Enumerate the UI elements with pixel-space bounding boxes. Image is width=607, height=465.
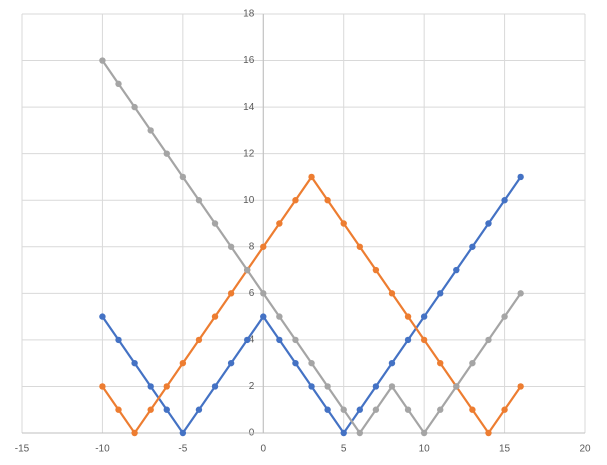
data-point xyxy=(99,313,106,320)
data-point xyxy=(163,383,170,390)
data-point xyxy=(227,243,235,250)
data-point xyxy=(340,429,347,437)
data-point xyxy=(308,383,315,390)
x-tick-label: 0 xyxy=(261,444,267,455)
data-point xyxy=(211,220,219,227)
data-point xyxy=(260,243,267,250)
data-point xyxy=(260,290,267,297)
data-point xyxy=(115,336,122,344)
data-point xyxy=(292,336,299,344)
x-tick-label: 5 xyxy=(341,444,347,455)
y-tick-label: 10 xyxy=(243,195,255,206)
data-point xyxy=(501,313,508,320)
y-tick-label: 18 xyxy=(243,9,255,20)
data-point xyxy=(501,197,508,204)
data-point xyxy=(404,336,412,344)
data-point xyxy=(179,359,187,367)
data-point xyxy=(388,290,396,297)
data-point xyxy=(469,359,476,367)
data-point xyxy=(99,57,106,64)
data-point xyxy=(195,406,203,413)
data-point xyxy=(211,313,219,320)
data-point xyxy=(388,359,396,367)
data-point xyxy=(195,197,203,204)
data-point xyxy=(292,359,299,367)
data-point xyxy=(292,197,299,204)
series-line xyxy=(101,176,522,435)
data-point xyxy=(147,383,154,390)
data-point xyxy=(324,406,331,413)
data-point xyxy=(227,359,235,367)
data-point xyxy=(99,383,106,390)
data-point xyxy=(469,243,476,250)
x-tick-label: 20 xyxy=(579,444,591,455)
x-tick-label: -5 xyxy=(178,444,187,455)
data-point xyxy=(179,429,187,437)
data-point xyxy=(195,336,203,344)
data-point xyxy=(227,290,235,297)
data-point xyxy=(131,429,138,437)
data-point xyxy=(420,313,428,320)
data-point xyxy=(276,220,283,227)
data-point xyxy=(308,173,315,181)
data-point xyxy=(453,383,460,390)
data-point xyxy=(163,150,170,157)
data-point xyxy=(356,429,363,437)
data-point xyxy=(115,406,122,413)
data-point xyxy=(147,127,154,134)
data-point xyxy=(179,173,187,181)
data-point xyxy=(517,290,524,297)
data-point xyxy=(420,429,428,437)
data-point xyxy=(517,383,524,390)
data-point xyxy=(115,80,122,88)
data-point xyxy=(340,220,347,227)
data-point xyxy=(244,266,251,274)
data-point xyxy=(324,383,331,390)
data-point xyxy=(356,406,363,413)
data-point xyxy=(244,336,251,344)
data-point xyxy=(404,313,412,320)
data-point xyxy=(404,406,412,413)
data-point xyxy=(131,103,138,111)
y-tick-label: 12 xyxy=(243,148,255,159)
y-tick-label: 8 xyxy=(249,241,255,252)
data-point xyxy=(485,336,492,344)
x-tick-label: 15 xyxy=(499,444,511,455)
data-point xyxy=(260,313,267,320)
data-point xyxy=(501,406,508,413)
data-point xyxy=(437,406,444,413)
x-tick-label: -10 xyxy=(95,444,110,455)
data-point xyxy=(485,429,492,437)
data-point xyxy=(420,336,428,344)
data-point xyxy=(324,197,331,204)
data-point xyxy=(131,359,138,367)
data-point xyxy=(276,336,283,344)
data-point xyxy=(517,173,524,181)
data-point xyxy=(437,290,444,297)
data-point xyxy=(372,406,380,413)
data-point xyxy=(356,243,363,250)
data-point xyxy=(163,406,170,413)
data-point xyxy=(453,266,460,274)
y-tick-label: 16 xyxy=(243,55,255,66)
data-point xyxy=(340,406,347,413)
data-point xyxy=(308,359,315,367)
data-point xyxy=(469,406,476,413)
data-point xyxy=(372,266,380,274)
data-point xyxy=(276,313,283,320)
data-point xyxy=(372,383,380,390)
series-line xyxy=(101,175,522,435)
data-point xyxy=(437,359,444,367)
data-point xyxy=(388,383,396,390)
data-point xyxy=(211,383,219,390)
y-tick-label: 2 xyxy=(249,381,255,392)
y-tick-label: 6 xyxy=(249,288,255,299)
x-tick-label: 10 xyxy=(419,444,431,455)
y-tick-label: 14 xyxy=(243,102,255,113)
data-point xyxy=(485,220,492,227)
data-point xyxy=(147,406,154,413)
x-tick-label: -15 xyxy=(15,444,30,455)
y-tick-label: 4 xyxy=(249,335,255,346)
